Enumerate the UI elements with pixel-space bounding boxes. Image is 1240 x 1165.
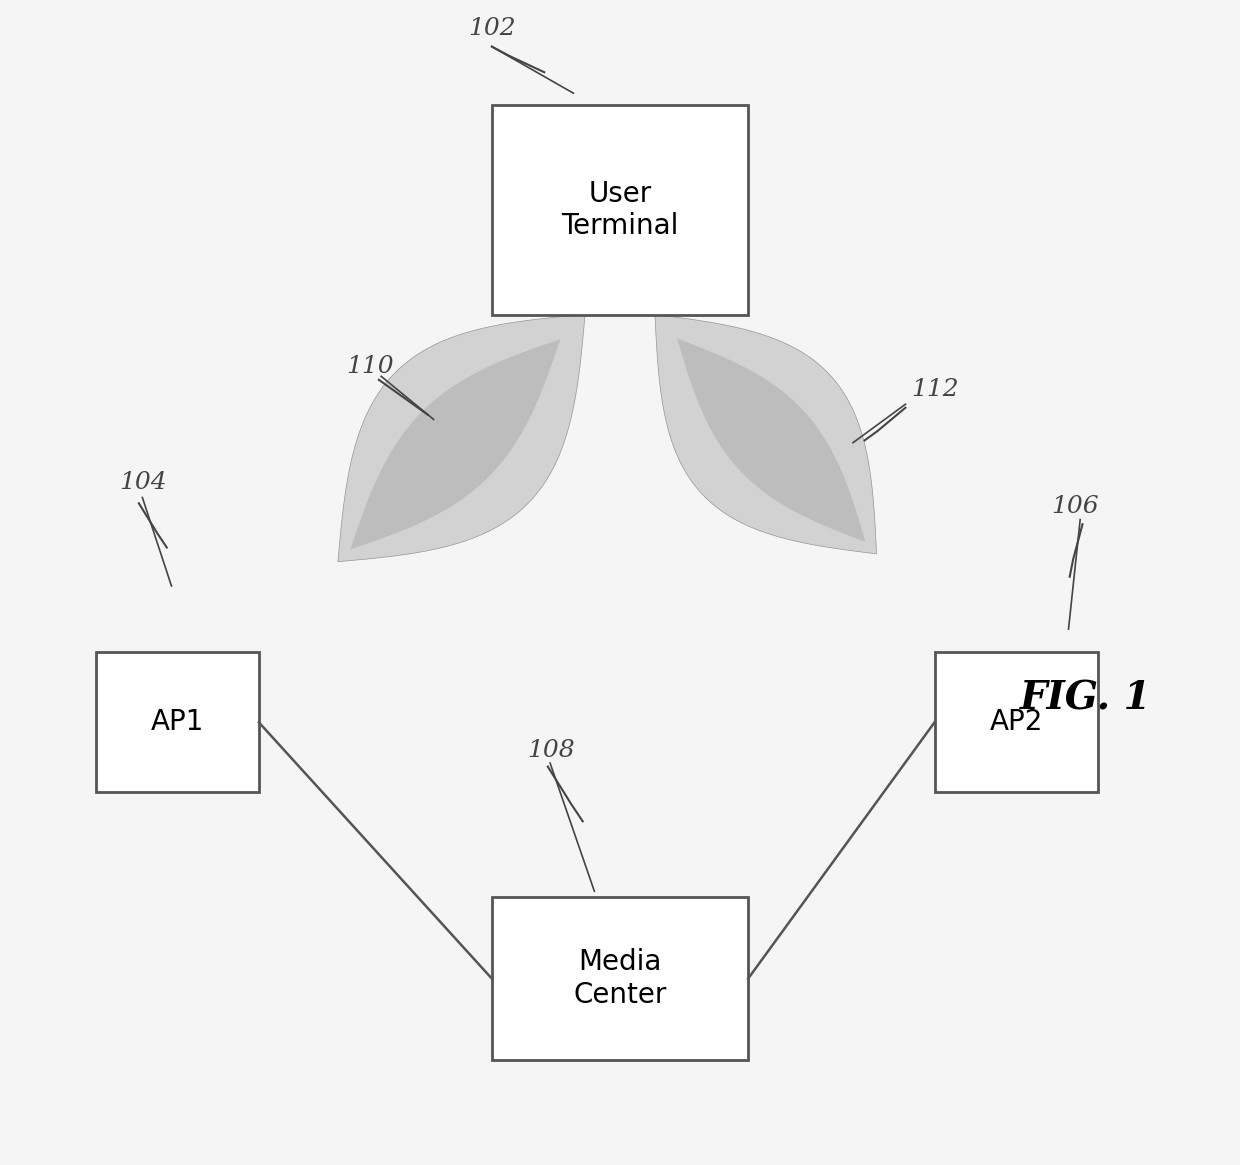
FancyBboxPatch shape [95, 652, 259, 792]
Polygon shape [350, 339, 560, 550]
Text: 110: 110 [346, 355, 394, 377]
Text: 102: 102 [469, 17, 516, 40]
FancyBboxPatch shape [492, 897, 748, 1060]
Text: 104: 104 [119, 472, 166, 494]
Text: AP1: AP1 [150, 708, 205, 736]
Polygon shape [677, 339, 866, 542]
Text: 108: 108 [527, 740, 574, 762]
Text: User
Terminal: User Terminal [562, 179, 678, 240]
FancyBboxPatch shape [492, 105, 748, 315]
Polygon shape [655, 315, 877, 553]
Polygon shape [339, 315, 585, 562]
Text: 106: 106 [1052, 495, 1099, 517]
Text: Media
Center: Media Center [573, 948, 667, 1009]
Text: 112: 112 [911, 379, 959, 401]
Text: AP2: AP2 [990, 708, 1043, 736]
Text: FIG. 1: FIG. 1 [1021, 680, 1152, 718]
FancyBboxPatch shape [935, 652, 1097, 792]
